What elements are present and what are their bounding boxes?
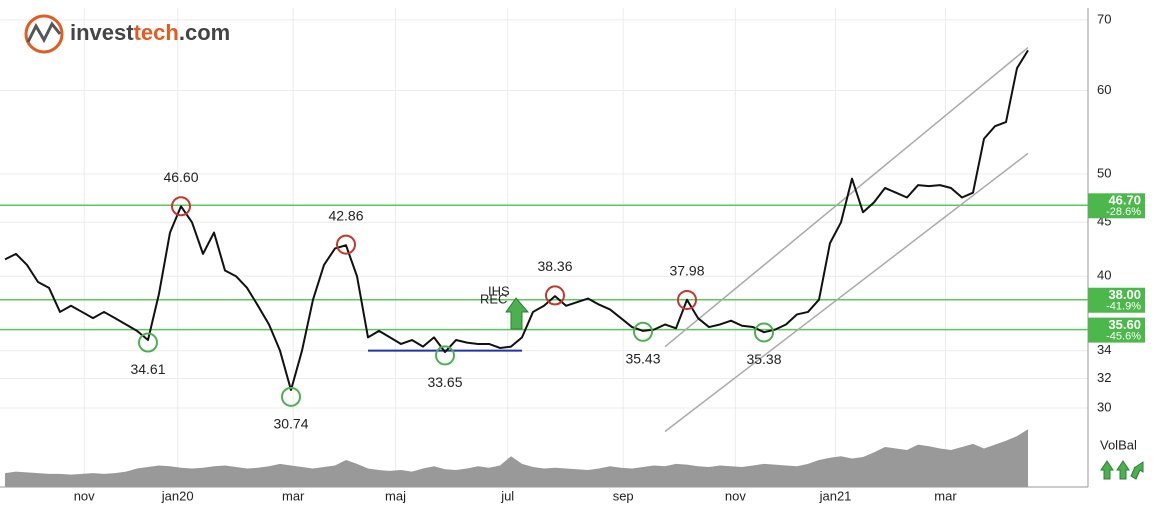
signal-text: REC (480, 291, 507, 306)
channel-line (664, 152, 1029, 433)
x-tick-label: jul (500, 488, 514, 503)
volume-layer (5, 429, 1028, 487)
y-tick-label: 40 (1097, 268, 1111, 283)
y-tick-label: 32 (1097, 370, 1111, 385)
level-label: 35.60 (1108, 317, 1141, 332)
x-tick-label: jan21 (819, 488, 852, 503)
grid (0, 8, 1088, 487)
level-box (1088, 287, 1145, 313)
extreme-marker (754, 322, 774, 343)
x-tick-label: sep (613, 488, 634, 503)
y-tick-label: 34 (1097, 342, 1111, 357)
extreme-marker (336, 234, 356, 255)
extreme-label: 35.38 (746, 351, 781, 367)
extreme-label: 35.43 (625, 351, 660, 367)
volume-label: VolBal (1100, 437, 1137, 452)
x-tick-label: jan20 (161, 488, 194, 503)
volbal-arrow (1100, 460, 1114, 480)
logo: investtech.com (24, 14, 230, 54)
logo-text: investtech.com (70, 20, 230, 45)
level-change: -45.6% (1106, 331, 1141, 343)
signal-arrow (505, 297, 530, 330)
price-line (4, 49, 1029, 392)
y-tick-label: 70 (1097, 11, 1111, 26)
x-tick-label: maj (385, 488, 406, 503)
plot-layer (0, 46, 1088, 433)
extreme-label: 37.98 (669, 263, 704, 279)
level-box (1088, 317, 1145, 343)
logo-part: .com (179, 20, 230, 45)
extreme-marker (677, 289, 697, 310)
extreme-label: 42.86 (328, 207, 363, 223)
extreme-label: 33.65 (427, 374, 462, 390)
extreme-label: 34.61 (130, 361, 165, 377)
level-change: -41.9% (1106, 301, 1141, 313)
extreme-marker (138, 332, 158, 353)
extreme-marker (171, 196, 191, 217)
level-label: 46.70 (1108, 193, 1141, 208)
volbal-arrows (1100, 460, 1144, 480)
extreme-marker (633, 321, 653, 342)
volume-area (5, 429, 1028, 487)
extreme-marker (281, 386, 301, 407)
volbal-arrow (1130, 461, 1144, 480)
x-tick-label: nov (74, 488, 95, 503)
volbal-arrow (1116, 460, 1130, 480)
signal-text: IHS (488, 283, 510, 298)
y-tick-label: 30 (1097, 399, 1111, 414)
x-tick-label: mar (282, 488, 305, 503)
x-tick-label: mar (934, 488, 957, 503)
extreme-label: 38.36 (537, 258, 572, 274)
logo-icon (26, 21, 62, 44)
y-tick-label: 50 (1097, 165, 1111, 180)
extreme-marker (545, 285, 565, 306)
logo-part: tech (134, 20, 179, 45)
extreme-marker (435, 345, 455, 366)
extreme-label: 30.74 (273, 416, 308, 432)
logo-icon (24, 14, 64, 54)
logo-part: invest (70, 20, 134, 45)
extreme-label: 46.60 (163, 169, 198, 185)
level-label: 38.00 (1108, 287, 1141, 302)
y-tick-label: 60 (1097, 82, 1111, 97)
x-tick-label: nov (725, 488, 746, 503)
level-change: -28.6% (1106, 206, 1141, 218)
level-box (1088, 193, 1145, 219)
